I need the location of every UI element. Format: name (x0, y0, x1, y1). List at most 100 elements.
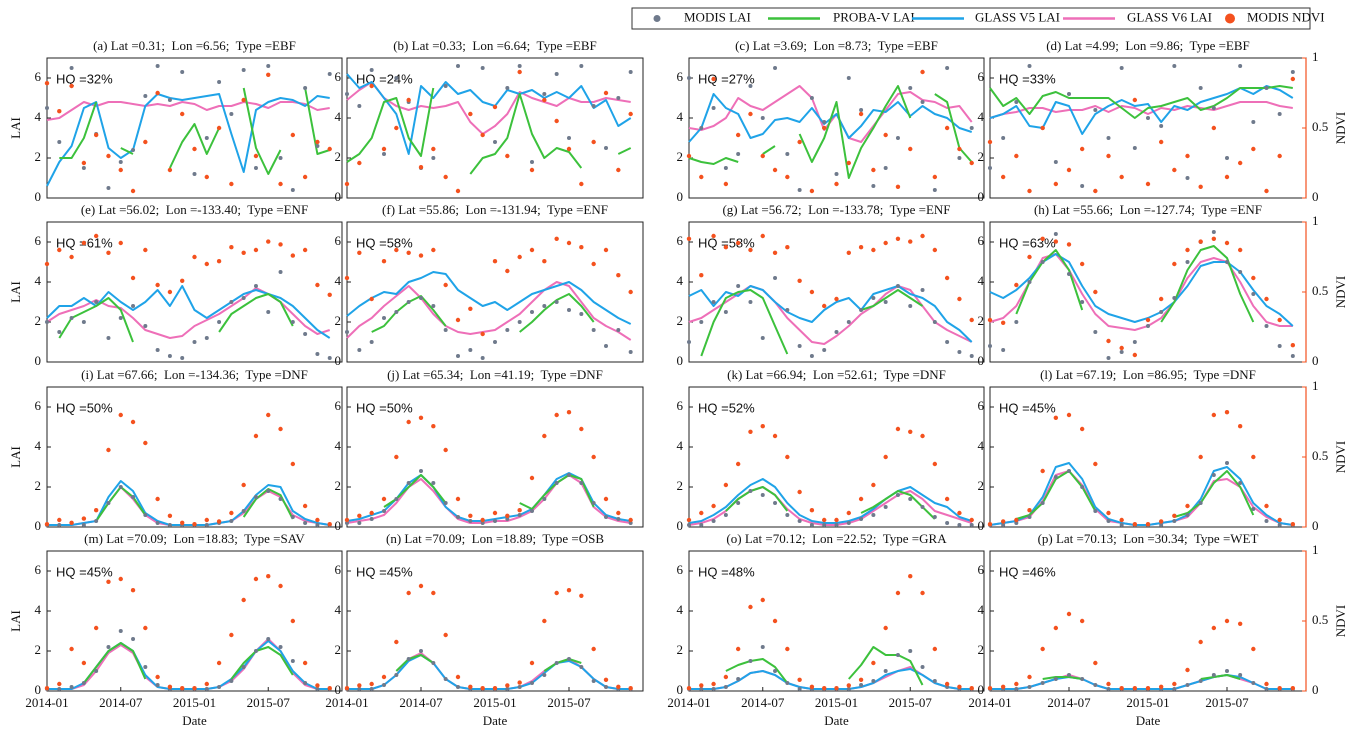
panel-title: (h) Lat =55.66; Lon =-127.74; Type =ENF (1034, 202, 1262, 217)
series-line (990, 674, 1293, 690)
lai-point (1172, 519, 1177, 523)
lai-point (241, 665, 246, 669)
ndvi-point (1027, 674, 1032, 680)
lai-point (1211, 473, 1216, 477)
series-line (383, 474, 595, 510)
ndvi-point (1066, 611, 1072, 617)
lai-point (591, 501, 596, 505)
y2-tick-label: 0.5 (1312, 283, 1328, 298)
ndvi-point (480, 331, 485, 337)
series-line (95, 486, 294, 522)
lai-point (1119, 350, 1124, 354)
ndvi-point (106, 153, 111, 159)
ndvi-point (480, 517, 485, 523)
lai-point (431, 481, 436, 485)
lai-point (687, 76, 691, 80)
ndvi-point (834, 181, 839, 187)
lai-point (1172, 64, 1177, 68)
ndvi-point (204, 261, 209, 267)
ndvi-point (1290, 522, 1296, 527)
ndvi-point (760, 424, 765, 429)
ndvi-point (699, 683, 704, 688)
lai-point (591, 104, 596, 108)
y-tick-label: 6 (335, 398, 342, 413)
lai-point (628, 350, 633, 354)
lai-point (748, 489, 753, 493)
series-line (346, 271, 632, 325)
x-tick-label: 2014-01 (25, 695, 68, 710)
lai-point (167, 98, 172, 102)
ndvi-point (1027, 188, 1032, 194)
ndvi-point (932, 646, 938, 652)
hq-annotation: HQ =52% (698, 400, 755, 415)
hq-annotation: HQ =24% (356, 71, 413, 86)
y-tick-label: 6 (978, 562, 985, 577)
series-line (346, 474, 631, 524)
ndvi-point (155, 674, 160, 680)
lai-point (192, 172, 197, 176)
series-line (346, 87, 632, 175)
ndvi-point (1132, 686, 1138, 691)
lai-point (1053, 232, 1058, 236)
ndvi-point (1172, 681, 1177, 687)
ndvi-point (616, 273, 621, 278)
lai-point (1172, 296, 1177, 300)
ndvi-point (266, 239, 271, 244)
lai-point (988, 166, 992, 170)
lai-point (1211, 106, 1216, 110)
lai-point (369, 68, 374, 72)
lai-point (290, 188, 295, 192)
ndvi-point (1145, 686, 1151, 691)
lai-point (357, 348, 362, 352)
lai-point (253, 649, 258, 653)
lai-point (1198, 679, 1203, 683)
ndvi-point (1211, 125, 1217, 131)
lai-point (278, 270, 283, 274)
ndvi-point (822, 686, 827, 691)
ndvi-point (406, 590, 411, 596)
panel: (k) Lat =66.94; Lon =52.61; Type =DNF HQ … (677, 367, 985, 533)
lai-point (443, 677, 448, 681)
plot-frame (46, 221, 343, 363)
ndvi-point (155, 282, 160, 288)
ndvi-point (1014, 517, 1019, 523)
lai-point (1264, 324, 1269, 328)
ndvi-point (204, 174, 209, 180)
y-axis-label: LAI (8, 610, 23, 632)
lai-point (822, 523, 827, 527)
ndvi-point (591, 139, 596, 145)
y-tick-label: 0 (978, 682, 985, 697)
lai-point (505, 687, 510, 691)
lai-point (579, 312, 584, 316)
lai-point (419, 296, 423, 300)
y-tick-label: 0 (978, 189, 985, 204)
lai-point (241, 68, 246, 72)
lai-point (567, 136, 571, 140)
ndvi-point (809, 684, 815, 689)
y-axis-label: LAI (8, 446, 23, 468)
lai-point (542, 673, 547, 677)
ndvi-point (81, 660, 87, 666)
lai-point (1277, 523, 1282, 527)
ndvi-point (1290, 686, 1296, 691)
lai-point (846, 320, 851, 324)
plot-frame (346, 57, 644, 199)
ndvi-point (44, 686, 50, 691)
x-tick-label: 2015-01 (473, 695, 516, 710)
ndvi-point (167, 289, 173, 295)
ndvi-point (278, 583, 283, 589)
lai-point (1119, 66, 1124, 70)
lai-point (290, 515, 295, 519)
panel-title: (e) Lat =56.02; Lon =-133.40; Type =ENF (81, 202, 308, 217)
series-line (346, 73, 632, 155)
y2-tick-label: 0.5 (1312, 119, 1328, 134)
lai-point (895, 653, 900, 657)
lai-point (908, 86, 913, 90)
ndvi-point (167, 167, 173, 173)
lai-point (1290, 70, 1295, 74)
panel: (f) Lat =55.86; Lon =-131.94; Type =ENF H… (335, 202, 644, 368)
lai-point (1027, 685, 1032, 689)
lai-point (118, 316, 123, 320)
panel-title: (f) Lat =55.86; Lon =-131.94; Type =ENF (382, 202, 608, 217)
ndvi-point (1264, 188, 1269, 194)
